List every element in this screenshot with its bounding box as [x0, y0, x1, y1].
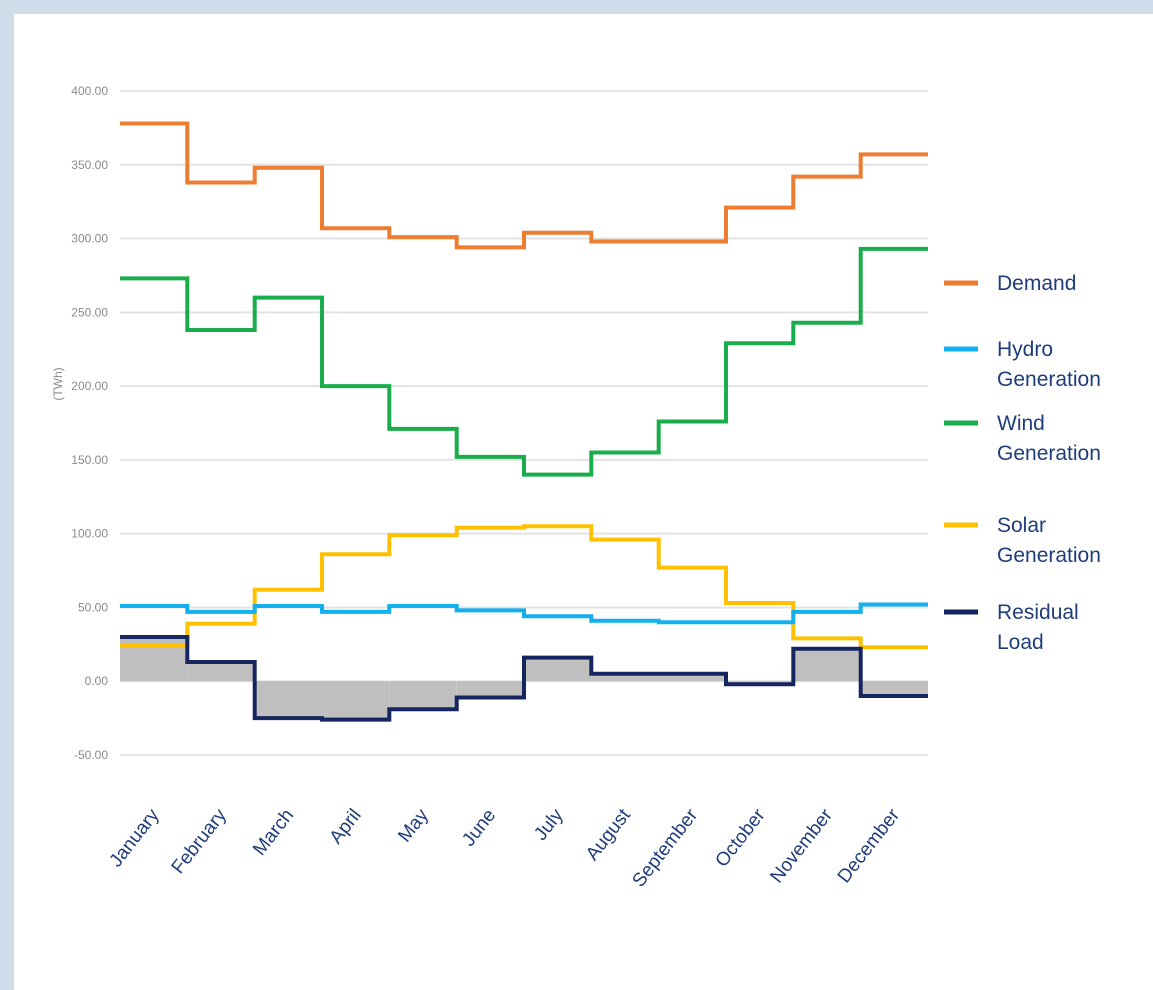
x-tick-label: November — [766, 805, 837, 888]
x-tick-label: July — [530, 805, 568, 845]
y-tick-label: 350.00 — [71, 158, 108, 172]
y-tick-label: 50.00 — [78, 600, 108, 614]
series-lines — [120, 121, 928, 722]
legend-label: Generation — [997, 544, 1101, 567]
x-tick-label: December — [834, 805, 905, 888]
residual-fill-bar — [524, 657, 592, 682]
residual-load-line — [120, 635, 928, 722]
legend-label: Hydro — [997, 338, 1053, 361]
legend-label: Residual — [997, 601, 1079, 624]
y-tick-label: 300.00 — [71, 232, 108, 246]
y-tick-label: -50.00 — [74, 748, 108, 762]
y-tick-label: 150.00 — [71, 453, 108, 467]
legend-label: Wind — [997, 412, 1045, 435]
x-tick-label: January — [105, 805, 163, 872]
residual-fill-bar — [389, 681, 457, 710]
residual-fill-bar — [860, 681, 928, 696]
residual-fill-bar — [120, 637, 188, 682]
y-axis-ticks: -50.00 0.00 50.00 100.00 150.00 200.00 250.00 3… — [71, 84, 108, 762]
legend-label: Generation — [997, 442, 1101, 465]
wind-generation-line — [120, 246, 928, 477]
x-tick-label: March — [249, 805, 298, 860]
legend-label: Load — [997, 631, 1044, 654]
legend-label: Demand — [997, 272, 1076, 295]
y-tick-label: 250.00 — [71, 305, 108, 319]
y-tick-label: 400.00 — [71, 84, 108, 98]
legend-label: Generation — [997, 368, 1101, 391]
residual-fill-bar — [591, 673, 659, 682]
x-tick-label: June — [458, 805, 500, 850]
legend-label: Solar — [997, 514, 1046, 537]
x-tick-label: February — [168, 805, 232, 878]
y-tick-label: 200.00 — [71, 379, 108, 393]
residual-fill-bar — [658, 673, 726, 682]
x-tick-label: October — [711, 805, 770, 872]
legend: Demand Hydro Generation Wind Generation Solar… — [944, 272, 1101, 654]
residual-fill-bar — [793, 648, 861, 682]
x-axis-ticks: January February March April May June July Augu… — [105, 805, 904, 892]
y-tick-label: 100.00 — [71, 527, 108, 541]
residual-fill-bar — [254, 681, 322, 719]
x-tick-label: May — [394, 805, 433, 847]
y-axis-label: (TWh) — [51, 367, 65, 400]
x-tick-label: April — [326, 805, 366, 848]
residual-fill-bar — [322, 681, 390, 720]
demand-line — [120, 121, 928, 250]
residual-fill-bar — [187, 662, 255, 682]
residual-fill-bar — [456, 681, 524, 698]
x-tick-label: September — [628, 805, 702, 892]
solar-generation-line — [120, 524, 928, 650]
chart-frame: -50.00 0.00 50.00 100.00 150.00 200.00 250.00 3… — [14, 14, 1153, 990]
energy-chart: -50.00 0.00 50.00 100.00 150.00 200.00 250.00 3… — [51, 84, 1101, 892]
y-tick-label: 0.00 — [85, 674, 109, 688]
x-tick-label: August — [582, 805, 635, 865]
hydro-generation-line — [120, 602, 928, 625]
